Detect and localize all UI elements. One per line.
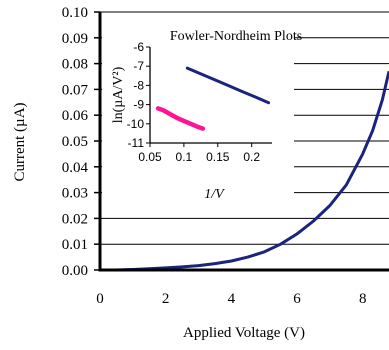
inset-x-tick-label: 0.2 [243, 150, 260, 164]
main-y-tick-labels: 0.00 0.01 0.02 0.03 0.04 0.05 0.06 0.07 0.08 0.09… [62, 5, 89, 279]
main-x-tick-label: 0 [96, 291, 104, 307]
main-y-tick-label: 0.09 [62, 31, 88, 47]
inset-x-tick-labels: 0.05 0.1 0.15 0.2 [138, 150, 260, 164]
inset-y-tick-label: -10 [127, 117, 145, 131]
main-y-tick-label: 0.03 [62, 186, 88, 202]
inset-y-tick-label: -8 [133, 78, 144, 92]
main-axes [94, 11, 389, 272]
main-x-tick-label: 8 [359, 291, 367, 307]
main-x-tick-labels: 0 2 4 6 8 [96, 291, 366, 307]
main-y-tick-label: 0.08 [62, 57, 88, 73]
inset-x-tick-label: 0.05 [138, 150, 162, 164]
inset-title: Fowler-Nordheim Plots [170, 29, 302, 44]
inset-y-tick-label: -9 [133, 98, 144, 112]
inset-series-group [155, 66, 271, 131]
main-y-tick-label: 0.02 [62, 211, 88, 227]
main-x-tick-label: 4 [228, 291, 236, 307]
main-y-tick-label: 0.07 [62, 82, 89, 98]
main-x-tick-label: 2 [162, 291, 170, 307]
inset-y-tick-label: -6 [133, 40, 144, 54]
inset-series-line [185, 66, 271, 105]
inset-y-tick-label: -7 [133, 59, 144, 73]
main-y-axis-label: Current (µA) [12, 102, 28, 181]
inset-axes [146, 46, 272, 147]
inset-plot-area [102, 31, 294, 204]
main-x-tick-label: 6 [293, 291, 301, 307]
main-y-tick-label: 0.10 [62, 5, 88, 21]
main-y-tick-label: 0.01 [62, 237, 88, 253]
inset-series-line [155, 106, 206, 131]
inset-x-tick-label: 0.1 [176, 150, 193, 164]
main-y-tick-label: 0.00 [62, 263, 88, 279]
main-y-tick-label: 0.06 [62, 108, 89, 124]
inset-x-axis-label: 1/V [204, 187, 225, 202]
inset-y-tick-label: -11 [128, 136, 145, 150]
inset-y-tick-labels: -6 -7 -8 -9 -10 -11 [127, 40, 145, 150]
main-y-tick-label: 0.04 [62, 160, 89, 176]
inset-x-tick-label: 0.15 [206, 150, 230, 164]
main-x-axis-label: Applied Voltage (V) [183, 325, 305, 341]
inset-y-axis-label: ln(µA/V²) [111, 66, 126, 123]
main-y-tick-label: 0.05 [62, 134, 88, 150]
